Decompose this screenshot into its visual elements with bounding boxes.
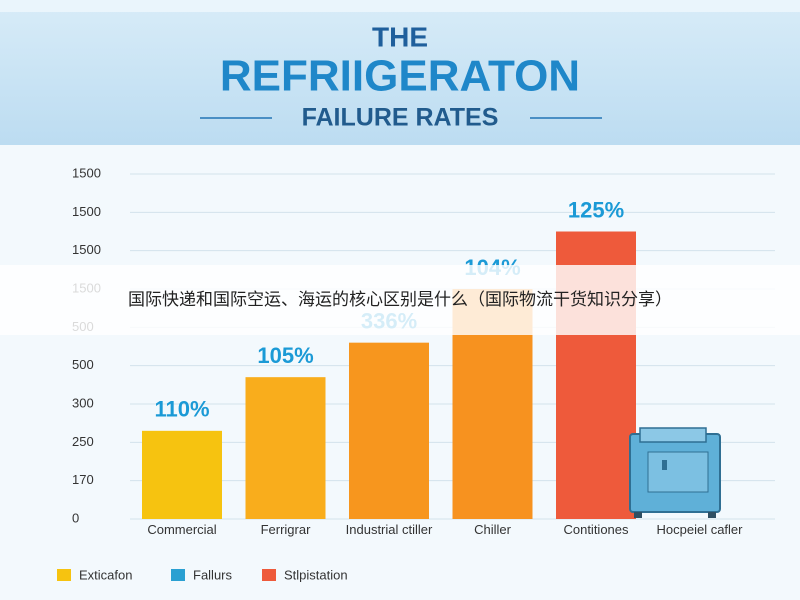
fridge-illustration (629, 427, 721, 518)
bar (142, 430, 222, 519)
bar-label: 125% (568, 197, 624, 222)
y-tick-label: 1500 (72, 204, 101, 219)
bar (349, 342, 429, 519)
y-tick-label: 1500 (72, 165, 101, 180)
y-tick-label: 0 (72, 510, 79, 525)
x-tick-label: Hocpeiel cafler (656, 522, 743, 537)
chart-title: REFRIIGERATON (220, 52, 580, 101)
legend-swatch (262, 569, 276, 581)
legend-label: Fallurs (193, 567, 233, 582)
x-tick-label: Contitiones (563, 522, 629, 537)
x-tick-label: Ferrigrar (260, 522, 311, 537)
legend-swatch (171, 569, 185, 581)
y-tick-label: 1500 (72, 242, 101, 257)
legend-label: Stlpistation (284, 567, 348, 582)
header-background (0, 0, 800, 145)
x-tick-label: Industrial ctiller (345, 522, 433, 537)
y-tick-label: 170 (72, 472, 94, 487)
header-top-band (0, 0, 800, 12)
x-tick-label: Chiller (474, 522, 511, 537)
legend-swatch (57, 569, 71, 581)
chart-title: THE (372, 21, 428, 52)
bar-label: 110% (154, 397, 209, 422)
overlay-banner: 国际快递和国际空运、海运的核心区别是什么（国际物流干货知识分享） (0, 265, 800, 335)
y-tick-label: 250 (72, 434, 94, 449)
legend-label: Exticafon (79, 567, 132, 582)
bar (245, 377, 326, 519)
y-tick-label: 300 (72, 395, 94, 410)
y-tick-label: 500 (72, 357, 94, 372)
x-tick-label: Commercial (147, 522, 217, 537)
chart-subtitle: FAILURE RATES (302, 104, 499, 132)
bar-label: 105% (257, 343, 313, 368)
